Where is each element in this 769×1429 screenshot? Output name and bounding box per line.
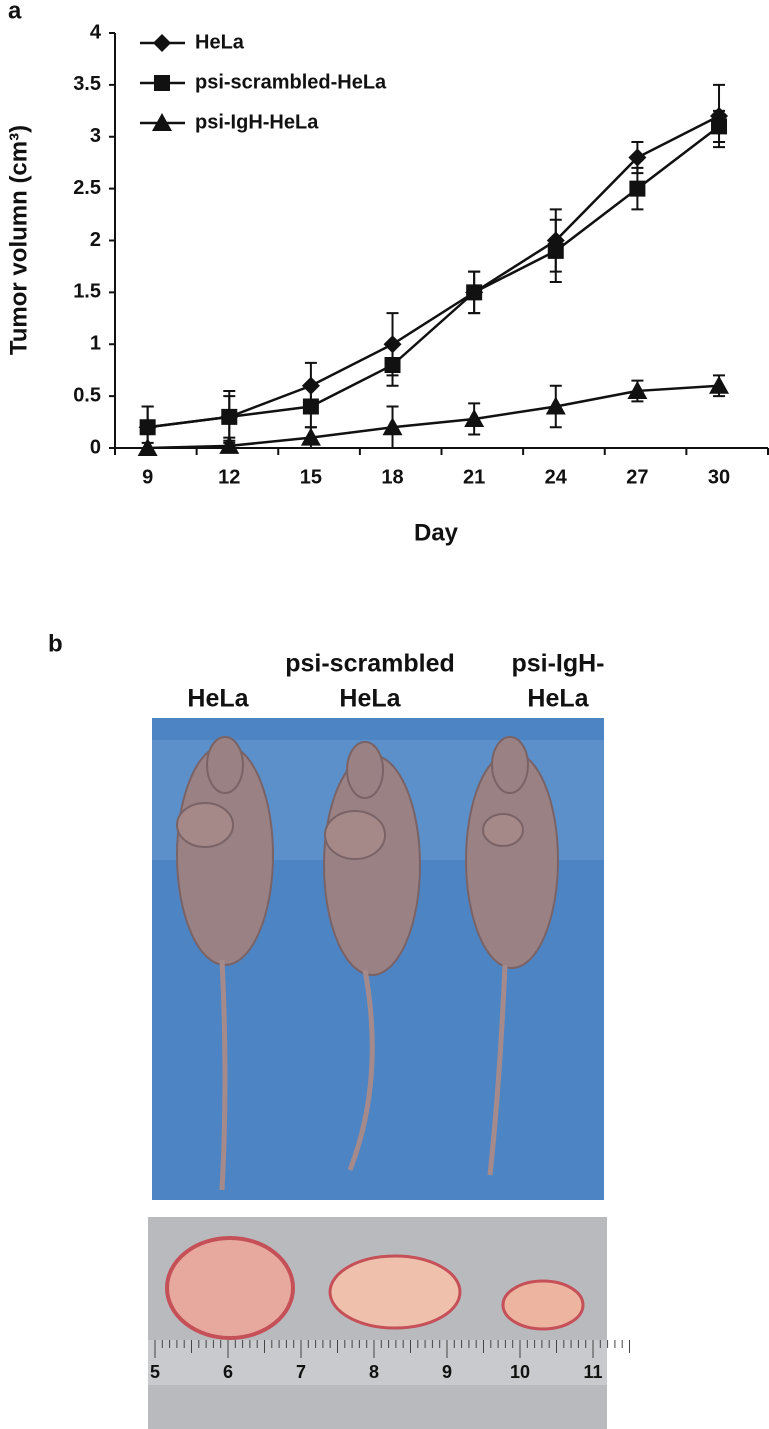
legend-label: HeLa [195,31,245,53]
x-axis-label: Day [414,519,459,546]
x-tick-label: 24 [545,466,568,488]
series-line [147,125,720,429]
tumor-photo [148,1217,630,1429]
ruler-label: 8 [369,1362,379,1382]
group-label: psi-scrambled [285,650,455,678]
series-line [147,384,720,450]
legend-label: psi-scrambled-HeLa [195,71,387,93]
y-tick-label: 0.5 [73,384,101,406]
mouse-photo [152,718,604,1200]
marker-square [139,419,156,436]
marker-square [154,75,170,91]
marker-diamond [153,34,171,52]
marker-triangle [152,113,172,131]
marker-triangle [382,417,403,436]
y-tick-label: 3 [90,125,101,147]
marker-square [384,357,401,373]
marker-triangle [545,396,566,415]
y-tick-label: 4 [90,21,102,43]
ruler-label: 5 [150,1362,160,1382]
x-tick-label: 30 [708,466,730,488]
legend-label: psi-IgH-HeLa [195,111,319,133]
x-tick-label: 12 [218,466,240,488]
marker-triangle [219,435,240,454]
marker-triangle [627,380,648,399]
marker-square [302,398,319,415]
panel-label: b [48,630,63,657]
marker-triangle [709,375,730,394]
marker-triangle [137,438,158,456]
x-tick-label: 18 [381,466,403,488]
ruler-label: 7 [296,1362,306,1382]
x-tick-label: 27 [626,466,648,488]
marker-diamond [628,148,647,167]
panel-label: a [8,0,22,24]
group-label: HeLa [187,685,249,713]
y-tick-label: 0 [90,436,101,458]
y-tick-label: 1.5 [73,281,101,303]
ruler-label: 10 [510,1362,530,1382]
group-label: HeLa [527,685,589,713]
group-label: HeLa [339,685,401,713]
y-tick-label: 3.5 [73,73,101,95]
marker-square [629,180,646,197]
ruler-label: 11 [583,1362,602,1382]
x-tick-label: 15 [300,466,322,488]
y-axis-label: Tumor volumn (cm³) [5,125,32,355]
marker-triangle [300,427,321,446]
marker-square [711,118,728,135]
series-line [147,114,720,429]
x-tick-label: 21 [463,466,485,488]
x-tick-label: 9 [142,466,153,488]
group-label: psi-IgH- [511,650,604,678]
y-tick-label: 1 [90,333,101,355]
y-tick-label: 2.5 [73,177,101,199]
ruler-label: 9 [442,1362,452,1382]
marker-triangle [464,408,485,427]
y-tick-label: 2 [90,229,101,251]
marker-square [221,408,238,425]
marker-square [466,284,483,301]
marker-square [547,242,564,259]
ruler-label: 6 [223,1362,233,1382]
